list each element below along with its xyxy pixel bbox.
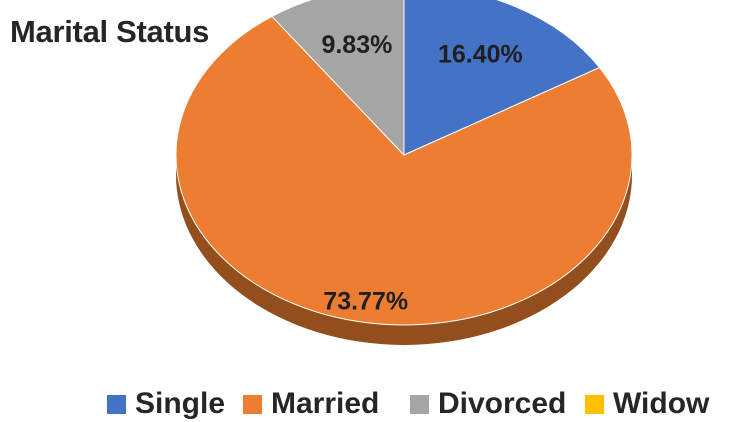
chart-legend: Single Married Divorced Widow xyxy=(0,386,750,422)
legend-swatch-married xyxy=(243,394,262,414)
legend-swatch-single xyxy=(107,394,126,414)
legend-label-widow: Widow xyxy=(613,387,710,420)
pie-chart: 16.40%73.77%9.83%0% xyxy=(175,0,633,345)
legend-label-single: Single xyxy=(135,387,226,420)
chart-title: Marital Status xyxy=(10,14,210,49)
legend-label-married: Married xyxy=(271,387,380,420)
data-label-single: 16.40% xyxy=(438,40,523,68)
legend-item-married: Married xyxy=(243,386,379,422)
pie-slice-divorced xyxy=(271,0,405,157)
legend-item-divorced: Divorced xyxy=(410,386,566,422)
pie-slice-married xyxy=(175,15,633,326)
data-label-married: 73.77% xyxy=(323,287,408,315)
legend-item-widow: Widow xyxy=(585,386,709,422)
pie-slices-layer xyxy=(175,0,633,326)
data-label-divorced: 9.83% xyxy=(321,31,392,59)
legend-swatch-divorced xyxy=(410,394,429,414)
legend-label-divorced: Divorced xyxy=(438,387,567,420)
legend-swatch-widow xyxy=(585,394,604,414)
pie-labels-layer: 16.40%73.77%9.83%0% xyxy=(321,31,523,315)
legend-item-single: Single xyxy=(107,386,225,422)
pie-slice-single xyxy=(403,0,601,156)
